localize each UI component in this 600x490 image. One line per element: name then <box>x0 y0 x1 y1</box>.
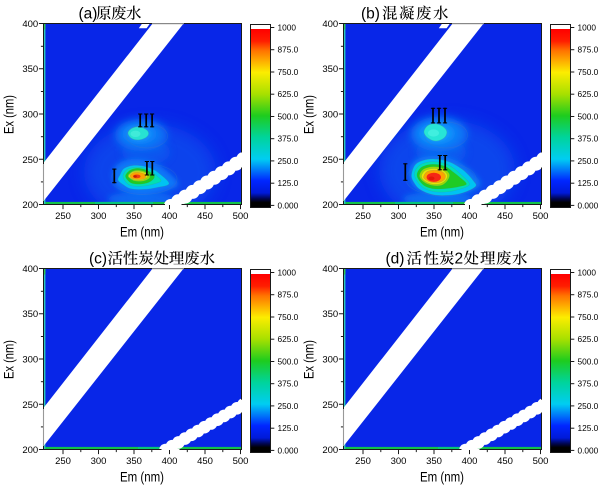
svg-text:350: 350 <box>22 309 38 320</box>
svg-text:Em (nm): Em (nm) <box>420 225 464 240</box>
svg-text:450: 450 <box>197 456 213 467</box>
svg-text:200: 200 <box>322 445 338 456</box>
svg-text:300: 300 <box>322 110 338 121</box>
svg-text:250.0: 250.0 <box>578 156 599 166</box>
svg-text:250: 250 <box>355 456 371 467</box>
svg-text:Ex (nm): Ex (nm) <box>2 340 17 379</box>
svg-text:2: 2 <box>455 251 464 268</box>
svg-text:125.0: 125.0 <box>578 423 599 433</box>
svg-text:350: 350 <box>126 211 142 222</box>
svg-text:350: 350 <box>322 64 338 75</box>
svg-text:500.0: 500.0 <box>278 356 299 366</box>
svg-text:500.0: 500.0 <box>278 111 299 121</box>
svg-text:375.0: 375.0 <box>278 134 299 144</box>
svg-text:350: 350 <box>22 64 38 75</box>
svg-text:0.000: 0.000 <box>278 200 299 210</box>
svg-text:450: 450 <box>497 456 513 467</box>
svg-text:(d): (d) <box>386 251 405 268</box>
svg-text:0.000: 0.000 <box>578 445 599 455</box>
svg-text:300: 300 <box>22 110 38 121</box>
svg-text:300: 300 <box>22 355 38 366</box>
svg-text:500: 500 <box>533 211 549 222</box>
svg-text:Em (nm): Em (nm) <box>120 225 164 240</box>
svg-text:200: 200 <box>22 445 38 456</box>
svg-text:(a): (a) <box>79 6 98 23</box>
svg-text:Em (nm): Em (nm) <box>420 470 464 485</box>
svg-text:1000: 1000 <box>578 267 597 277</box>
svg-text:Em (nm): Em (nm) <box>120 470 164 485</box>
svg-text:450: 450 <box>497 211 513 222</box>
svg-text:200: 200 <box>22 200 38 211</box>
svg-text:125.0: 125.0 <box>578 178 599 188</box>
svg-text:350: 350 <box>126 456 142 467</box>
svg-text:750.0: 750.0 <box>578 67 599 77</box>
svg-text:250: 250 <box>22 155 38 166</box>
svg-text:300: 300 <box>391 456 407 467</box>
svg-text:Ex (nm): Ex (nm) <box>302 340 317 379</box>
svg-text:250: 250 <box>55 211 71 222</box>
svg-text:125.0: 125.0 <box>278 423 299 433</box>
svg-text:0.000: 0.000 <box>278 445 299 455</box>
svg-text:1000: 1000 <box>578 22 597 32</box>
svg-text:350: 350 <box>426 456 442 467</box>
svg-text:500.0: 500.0 <box>578 111 599 121</box>
svg-text:625.0: 625.0 <box>278 89 299 99</box>
svg-text:250.0: 250.0 <box>278 401 299 411</box>
svg-text:Ex (nm): Ex (nm) <box>302 95 317 134</box>
svg-text:400: 400 <box>322 19 338 30</box>
svg-text:375.0: 375.0 <box>578 134 599 144</box>
svg-text:Ex (nm): Ex (nm) <box>2 95 17 134</box>
svg-text:1000: 1000 <box>278 22 297 32</box>
svg-text:400: 400 <box>462 456 478 467</box>
svg-text:450: 450 <box>197 211 213 222</box>
svg-text:400: 400 <box>22 264 38 275</box>
svg-text:300: 300 <box>391 211 407 222</box>
svg-text:125.0: 125.0 <box>278 178 299 188</box>
svg-text:500: 500 <box>533 456 549 467</box>
svg-text:250: 250 <box>322 155 338 166</box>
svg-text:875.0: 875.0 <box>278 290 299 300</box>
svg-text:875.0: 875.0 <box>578 290 599 300</box>
svg-text:875.0: 875.0 <box>278 45 299 55</box>
svg-text:0.000: 0.000 <box>578 200 599 210</box>
svg-text:250: 250 <box>355 211 371 222</box>
svg-text:625.0: 625.0 <box>278 334 299 344</box>
svg-text:400: 400 <box>162 211 178 222</box>
svg-text:625.0: 625.0 <box>578 334 599 344</box>
svg-text:375.0: 375.0 <box>578 379 599 389</box>
svg-text:750.0: 750.0 <box>278 67 299 77</box>
svg-text:400: 400 <box>462 211 478 222</box>
svg-text:500: 500 <box>233 456 249 467</box>
svg-text:375.0: 375.0 <box>278 379 299 389</box>
svg-text:500: 500 <box>233 211 249 222</box>
svg-text:250.0: 250.0 <box>278 156 299 166</box>
svg-text:250: 250 <box>55 456 71 467</box>
svg-text:400: 400 <box>162 456 178 467</box>
svg-text:500.0: 500.0 <box>578 356 599 366</box>
svg-text:750.0: 750.0 <box>278 312 299 322</box>
svg-text:625.0: 625.0 <box>578 89 599 99</box>
svg-text:200: 200 <box>322 200 338 211</box>
svg-text:(c): (c) <box>89 251 107 268</box>
svg-text:300: 300 <box>91 211 107 222</box>
svg-text:250: 250 <box>22 400 38 411</box>
svg-text:350: 350 <box>426 211 442 222</box>
svg-text:400: 400 <box>322 264 338 275</box>
svg-text:300: 300 <box>322 355 338 366</box>
svg-text:350: 350 <box>322 309 338 320</box>
svg-text:400: 400 <box>22 19 38 30</box>
svg-text:750.0: 750.0 <box>578 312 599 322</box>
svg-text:250.0: 250.0 <box>578 401 599 411</box>
svg-text:(b): (b) <box>361 6 380 23</box>
svg-text:250: 250 <box>322 400 338 411</box>
svg-text:300: 300 <box>91 456 107 467</box>
svg-text:875.0: 875.0 <box>578 45 599 55</box>
svg-text:1000: 1000 <box>278 267 297 277</box>
